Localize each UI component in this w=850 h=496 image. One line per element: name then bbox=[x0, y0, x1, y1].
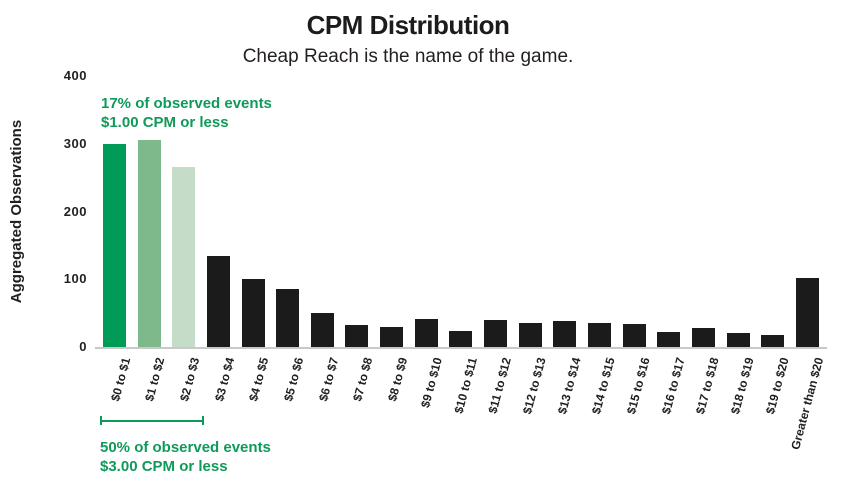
y-tick-label: 300 bbox=[63, 135, 87, 151]
bar bbox=[449, 331, 473, 347]
bar-cell: $10 to $11 bbox=[449, 76, 479, 415]
bar bbox=[414, 319, 438, 347]
x-tick-label: $14 to $15 bbox=[589, 356, 618, 416]
bar bbox=[137, 140, 161, 347]
x-tick-label: $15 to $16 bbox=[624, 356, 653, 416]
annotation-top: 17% of observed events $1.00 CPM or less bbox=[101, 94, 272, 132]
range-bracket bbox=[100, 416, 204, 425]
bar-cell: $8 to $9 bbox=[380, 76, 410, 403]
x-tick-label: $11 to $12 bbox=[485, 356, 515, 416]
y-axis-title: Aggregated Observations bbox=[8, 119, 26, 304]
plot-area: $0 to $1 $1 to $2 $2 to $3 $3 to $4 $4 to $5… bbox=[95, 76, 827, 451]
annotation-bottom: 50% of observed events $3.00 CPM or less bbox=[100, 438, 271, 476]
annotation-bottom-line1: 50% of observed events bbox=[100, 439, 271, 456]
x-tick-label: $1 to $2 bbox=[142, 356, 168, 403]
bar bbox=[726, 333, 750, 347]
x-tick-label: $12 to $13 bbox=[520, 356, 549, 416]
bar-cell: $17 to $18 bbox=[691, 76, 722, 416]
bar-cell: $19 to $20 bbox=[761, 76, 791, 416]
bar bbox=[622, 324, 646, 347]
annotation-bottom-line2: $3.00 CPM or less bbox=[100, 458, 228, 475]
bar bbox=[276, 289, 300, 347]
y-tick-label: 400 bbox=[63, 68, 87, 83]
x-tick-label: $8 to $9 bbox=[385, 356, 411, 403]
bar bbox=[795, 278, 819, 347]
bars-row: $0 to $1 $1 to $2 $2 to $3 $3 to $4 $4 to $5… bbox=[95, 76, 827, 451]
x-tick-label: $9 to $10 bbox=[417, 356, 445, 410]
bar-cell: $4 to $5 bbox=[241, 76, 272, 403]
x-tick-label: $5 to $6 bbox=[281, 356, 307, 403]
bar-cell: $16 to $17 bbox=[657, 76, 687, 416]
bar bbox=[310, 313, 334, 347]
y-tick-label: 100 bbox=[63, 271, 87, 287]
bar bbox=[518, 323, 542, 347]
bar-cell: $11 to $12 bbox=[484, 76, 514, 415]
chart-subtitle: Cheap Reach is the name of the game. bbox=[242, 46, 574, 67]
y-tick-label: 200 bbox=[63, 203, 87, 219]
annotation-top-line2: $1.00 CPM or less bbox=[101, 114, 229, 131]
bar bbox=[553, 321, 577, 347]
x-tick-label: $17 to $18 bbox=[693, 356, 722, 416]
x-tick-label: $3 to $4 bbox=[211, 356, 237, 403]
bar-cell: $7 to $8 bbox=[345, 76, 376, 403]
bar-cell: $15 to $16 bbox=[622, 76, 653, 416]
x-tick-label: $0 to $1 bbox=[107, 356, 134, 403]
bar bbox=[345, 325, 369, 347]
annotation-top-line1: 17% of observed events bbox=[101, 95, 272, 112]
y-axis-title-wrap: Aggregated Observations bbox=[2, 76, 32, 347]
range-bracket-line bbox=[100, 419, 204, 422]
x-tick-label: $6 to $7 bbox=[315, 356, 341, 403]
x-tick-label: $7 to $8 bbox=[350, 356, 376, 403]
bar bbox=[761, 335, 785, 347]
bar-cell: $3 to $4 bbox=[206, 76, 237, 403]
bar-cell: $2 to $3 bbox=[172, 76, 202, 403]
bar bbox=[587, 323, 611, 347]
bar-cell: $18 to $19 bbox=[726, 76, 757, 416]
bar bbox=[380, 327, 404, 347]
bar-cell: $0 to $1 bbox=[103, 76, 133, 403]
x-tick-label: $10 to $11 bbox=[451, 356, 480, 416]
bar-cell: Greater than $20 bbox=[788, 76, 826, 451]
x-tick-label: $19 to $20 bbox=[762, 356, 792, 416]
chart-title: CPM Distribution bbox=[306, 10, 510, 40]
bar-cell: $9 to $10 bbox=[414, 76, 445, 409]
bar bbox=[657, 332, 681, 347]
x-tick-label: $2 to $3 bbox=[177, 356, 203, 403]
bar-cell: $5 to $6 bbox=[276, 76, 306, 403]
bar-cell: $1 to $2 bbox=[137, 76, 168, 403]
x-tick-label: $13 to $14 bbox=[554, 356, 584, 416]
bar bbox=[103, 144, 126, 347]
bar-cell: $12 to $13 bbox=[518, 76, 549, 416]
x-tick-label: Greater than $20 bbox=[787, 356, 826, 452]
y-axis-ticks: 400 300 200 100 0 bbox=[40, 69, 87, 354]
bar bbox=[241, 279, 265, 347]
bar-cell: $13 to $14 bbox=[553, 76, 583, 416]
y-tick-label: 0 bbox=[79, 339, 87, 354]
bar bbox=[206, 256, 230, 347]
bar-cell: $14 to $15 bbox=[587, 76, 618, 416]
x-tick-label: $4 to $5 bbox=[246, 356, 272, 403]
bar bbox=[172, 167, 196, 347]
bar-cell: $6 to $7 bbox=[310, 76, 341, 403]
bar bbox=[691, 328, 715, 347]
bar bbox=[484, 320, 508, 347]
x-tick-label: $16 to $17 bbox=[658, 356, 688, 416]
x-tick-label: $18 to $19 bbox=[728, 356, 757, 416]
chart-header: CPM Distribution Cheap Reach is the name… bbox=[0, 10, 816, 68]
